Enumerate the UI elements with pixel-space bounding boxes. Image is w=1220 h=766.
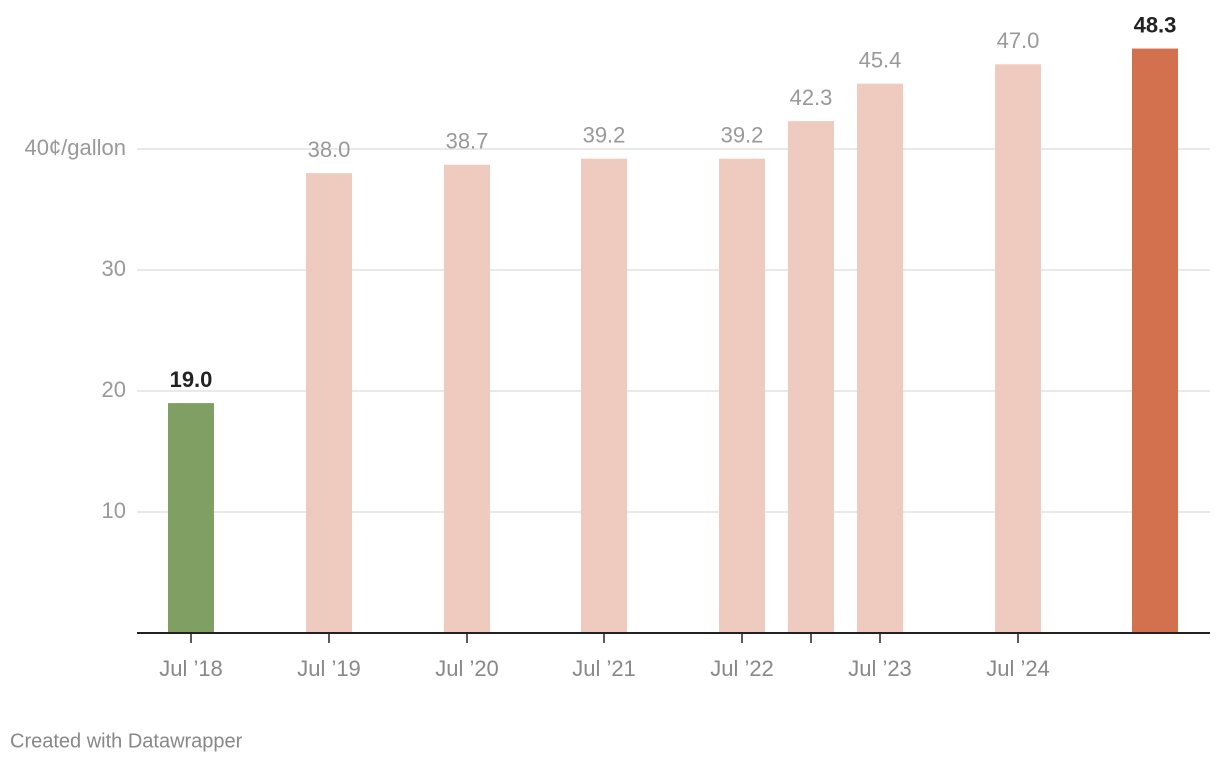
y-tick-label: 30: [102, 256, 126, 281]
value-label: 48.3: [1134, 12, 1177, 37]
value-label: 19.0: [170, 367, 213, 392]
x-tick-label: Jul ’23: [848, 656, 912, 681]
y-tick-label: 20: [102, 377, 126, 402]
bar: [857, 83, 903, 633]
footer: Created with Datawrapper: [10, 730, 243, 752]
bar: [306, 173, 352, 633]
value-label: 42.3: [790, 85, 833, 110]
bar: [719, 158, 765, 633]
value-label: 45.4: [859, 47, 902, 72]
x-tick-label: Jul ’24: [986, 656, 1050, 681]
x-tick-label: Jul ’21: [572, 656, 636, 681]
bar: [788, 121, 834, 634]
x-tick-label: Jul ’18: [159, 656, 223, 681]
bar: [168, 403, 214, 633]
y-tick-label: 40¢/gallon: [24, 135, 126, 160]
value-label: 38.0: [308, 137, 351, 162]
x-tick-label: Jul ’19: [297, 656, 361, 681]
x-tick-label: Jul ’22: [710, 656, 774, 681]
value-label: 47.0: [997, 28, 1040, 53]
bar: [444, 164, 490, 634]
value-label: 38.7: [446, 129, 489, 154]
bar: [995, 64, 1041, 634]
value-label: 39.2: [721, 122, 764, 147]
value-label: 39.2: [583, 122, 626, 147]
bar: [1132, 48, 1178, 633]
bar: [581, 158, 627, 633]
y-tick-label: 10: [102, 498, 126, 523]
x-tick-label: Jul ’20: [435, 656, 499, 681]
